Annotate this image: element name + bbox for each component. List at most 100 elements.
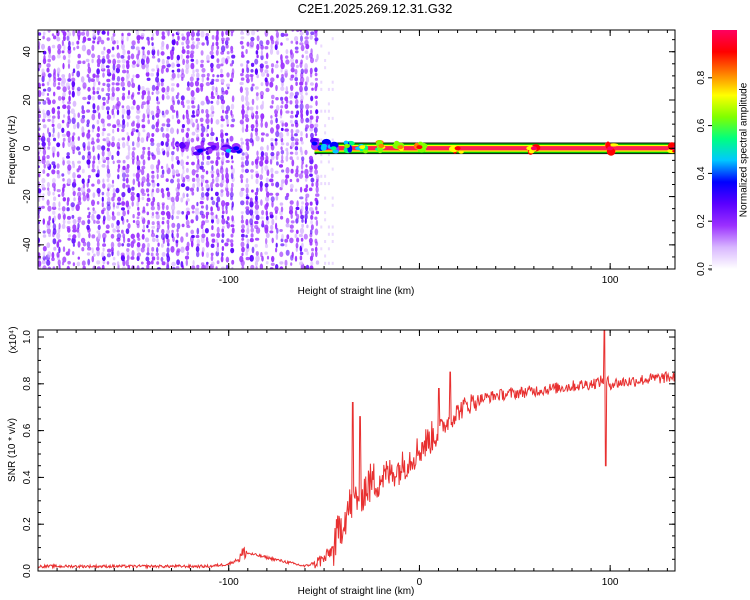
noise-speckle: [231, 54, 236, 59]
noise-speckle: [331, 167, 334, 171]
noise-speckle: [38, 90, 42, 98]
noise-speckle: [175, 156, 179, 161]
noise-speckle: [294, 119, 298, 125]
noise-speckle: [305, 92, 308, 96]
noise-speckle: [51, 33, 55, 37]
noise-speckle: [261, 255, 264, 262]
noise-speckle: [122, 159, 126, 164]
noise-speckle: [229, 78, 233, 83]
noise-speckle: [197, 104, 200, 111]
noise-speckle: [80, 237, 86, 243]
noise-speckle: [221, 232, 225, 239]
noise-speckle: [186, 44, 190, 49]
noise-speckle: [67, 78, 72, 82]
noise-speckle: [190, 73, 196, 77]
noise-speckle: [295, 50, 299, 54]
noise-speckle: [309, 207, 314, 212]
noise-speckle: [299, 103, 304, 110]
noise-speckle: [255, 50, 259, 55]
noise-speckle: [122, 210, 126, 217]
noise-speckle: [157, 242, 160, 247]
noise-speckle: [41, 259, 47, 265]
noise-speckle: [141, 176, 146, 184]
noise-speckle: [106, 48, 111, 54]
noise-speckle: [106, 37, 110, 41]
noise-speckle: [270, 63, 275, 68]
noise-speckle: [110, 36, 115, 42]
noise-speckle: [62, 141, 65, 149]
noise-speckle: [132, 178, 136, 186]
noise-speckle: [162, 132, 165, 138]
noise-speckle: [310, 177, 315, 183]
noise-speckle: [181, 211, 185, 215]
noise-speckle: [97, 169, 100, 176]
noise-speckle: [180, 246, 185, 253]
noise-speckle: [197, 158, 200, 165]
noise-speckle: [221, 239, 224, 244]
noise-speckle: [245, 128, 249, 133]
noise-speckle: [157, 159, 161, 166]
noise-speckle: [225, 183, 229, 189]
noise-speckle: [189, 76, 194, 82]
noise-speckle: [176, 54, 180, 61]
noise-speckle: [181, 49, 186, 54]
noise-speckle: [61, 133, 66, 137]
noise-speckle: [303, 233, 308, 240]
noise-speckle: [127, 145, 131, 152]
noise-speckle: [106, 210, 109, 216]
noise-speckle: [189, 53, 194, 59]
noise-speckle: [290, 67, 295, 73]
noise-speckle: [111, 135, 115, 142]
noise-speckle: [310, 224, 314, 231]
noise-speckle: [116, 211, 121, 216]
noise-speckle: [61, 191, 65, 197]
noise-speckle: [299, 42, 304, 46]
noise-speckle: [77, 191, 82, 197]
noise-speckle: [249, 238, 254, 243]
noise-speckle: [286, 192, 290, 198]
noise-speckle: [102, 101, 106, 106]
noise-speckle: [130, 195, 135, 202]
noise-speckle: [294, 151, 298, 156]
noise-speckle: [166, 260, 169, 268]
noise-speckle: [192, 41, 195, 45]
noise-speckle: [259, 181, 263, 188]
noise-speckle: [187, 81, 190, 88]
noise-speckle: [245, 251, 249, 256]
noise-speckle: [300, 170, 304, 174]
noise-speckle: [281, 233, 284, 240]
noise-speckle: [186, 155, 189, 159]
noise-speckle: [77, 30, 81, 34]
noise-speckle: [92, 162, 95, 170]
noise-speckle: [290, 62, 295, 69]
noise-speckle: [241, 108, 245, 115]
noise-speckle: [199, 165, 204, 170]
noise-speckle: [105, 136, 110, 144]
noise-speckle: [150, 252, 154, 257]
noise-speckle: [185, 207, 190, 212]
noise-speckle: [161, 110, 165, 116]
noise-speckle: [226, 118, 229, 125]
noise-speckle: [92, 95, 95, 101]
noise-speckle: [221, 30, 224, 38]
carrier-band: [314, 142, 675, 155]
noise-speckle: [305, 124, 309, 129]
noise-speckle: [285, 223, 290, 228]
noise-speckle: [290, 262, 293, 266]
noise-speckle: [201, 229, 205, 235]
noise-speckle: [305, 133, 308, 139]
noise-speckle: [86, 109, 91, 113]
noise-speckle: [306, 224, 309, 229]
noise-speckle: [295, 30, 300, 33]
noise-speckle: [220, 68, 223, 74]
noise-speckle: [66, 152, 70, 156]
ridge-point: [344, 143, 350, 148]
noise-speckle: [136, 34, 141, 41]
noise-speckle: [41, 177, 46, 184]
noise-speckle: [176, 119, 181, 125]
noise-speckle: [51, 123, 55, 127]
noise-speckle: [126, 164, 130, 169]
noise-speckle: [96, 241, 100, 248]
noise-speckle: [151, 48, 156, 56]
noise-speckle: [176, 40, 179, 46]
